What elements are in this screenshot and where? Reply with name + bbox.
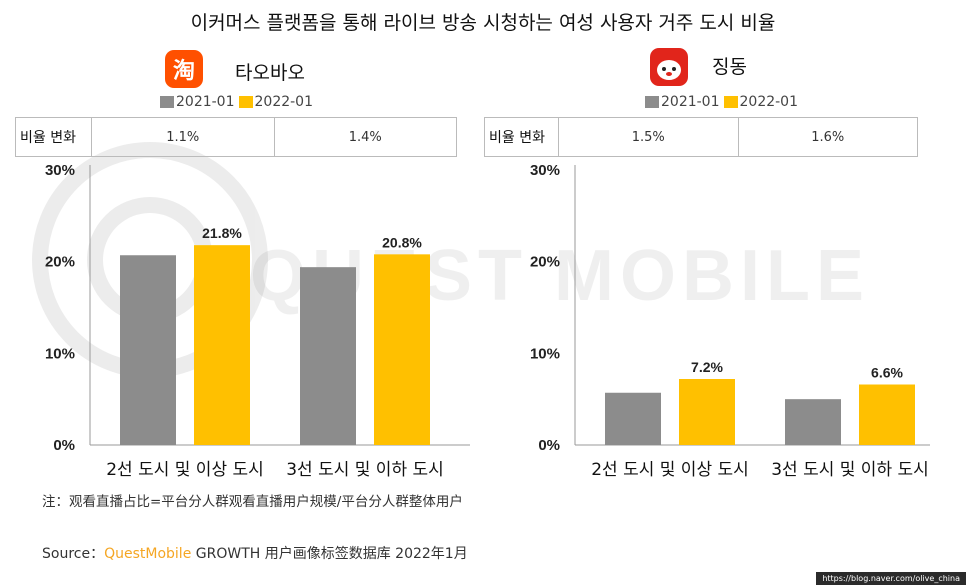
source-line: Source：QuestMobile GROWTH 用户画像标签数据库 2022… xyxy=(42,543,468,563)
bar-2021-01 xyxy=(605,392,661,445)
jd-logo-icon xyxy=(650,48,688,86)
rate-change-label: 비율 변화 xyxy=(15,117,92,157)
y-tick-label: 20% xyxy=(530,254,560,271)
rate-change-cell: 1.6% xyxy=(737,117,918,157)
legend-item-2022: 2022-01 xyxy=(723,94,798,110)
y-tick-label: 10% xyxy=(530,345,560,362)
bar-2021-01 xyxy=(785,399,841,445)
rate-change-table-jd: 비율 변화 1.5% 1.6% xyxy=(484,117,918,157)
jd-bar-chart: 0% 10% 20% 30% 7.2% 2선 도시 및 이상 도시 6.6% 3선 도시 및 … xyxy=(530,162,930,480)
source-prefix: Source： xyxy=(42,546,105,562)
jd-brand-name: 징동 xyxy=(712,56,747,78)
chart-title: 이커머스 플랫폼을 통해 라이브 방송 시청하는 여성 사용자 거주 도시 비율 xyxy=(190,12,776,34)
legend-item-2022: 2022-01 xyxy=(238,94,313,110)
rate-change-table-taobao: 비율 변화 1.1% 1.4% xyxy=(15,117,457,157)
x-category-label: 2선 도시 및 이상 도시 xyxy=(591,460,749,480)
y-tick-label: 10% xyxy=(45,345,75,362)
bar-2021-01 xyxy=(120,255,176,445)
data-label: 21.8% xyxy=(202,225,242,241)
source-rest: GROWTH 用户画像标签数据库 2022年1月 xyxy=(191,546,468,562)
bar-2022-01 xyxy=(859,384,915,445)
taobao-brand-name: 타오바오 xyxy=(235,62,305,84)
rate-change-label: 비율 변화 xyxy=(484,117,559,157)
source-brand: QuestMobile xyxy=(104,546,192,562)
data-label: 7.2% xyxy=(691,359,723,375)
y-tick-label: 0% xyxy=(538,437,560,454)
rate-change-cell: 1.5% xyxy=(558,117,739,157)
rate-change-cell: 1.1% xyxy=(91,117,275,157)
y-tick-label: 30% xyxy=(45,162,75,179)
rate-change-cell: 1.4% xyxy=(273,117,457,157)
x-category-label: 3선 도시 및 이하 도시 xyxy=(771,460,929,480)
bar-2022-01 xyxy=(374,254,430,445)
legend-taobao: 2021-01 2022-01 xyxy=(160,94,317,110)
x-category-label: 2선 도시 및 이상 도시 xyxy=(106,460,264,480)
legend-item-2021: 2021-01 xyxy=(160,94,235,110)
y-tick-label: 0% xyxy=(53,437,75,454)
data-label: 6.6% xyxy=(871,365,903,381)
taobao-bar-chart: 0% 10% 20% 30% 21.8% 2선 도시 및 이상 도시 20.8% 3선 도시 … xyxy=(45,162,470,480)
bar-2022-01 xyxy=(679,379,735,445)
blog-url: https://blog.naver.com/olive_china xyxy=(816,572,966,585)
x-category-label: 3선 도시 및 이하 도시 xyxy=(286,460,444,480)
bar-2021-01 xyxy=(300,267,356,445)
bar-2022-01 xyxy=(194,245,250,445)
y-tick-label: 30% xyxy=(530,162,560,179)
taobao-logo-icon: 淘 xyxy=(165,50,203,88)
legend-item-2021: 2021-01 xyxy=(645,94,720,110)
y-tick-label: 20% xyxy=(45,254,75,271)
footnote: 注：观看直播占比=平台分人群观看直播用户规模/平台分人群整体用户 xyxy=(42,494,463,510)
legend-jd: 2021-01 2022-01 xyxy=(645,94,802,110)
data-label: 20.8% xyxy=(382,234,422,250)
